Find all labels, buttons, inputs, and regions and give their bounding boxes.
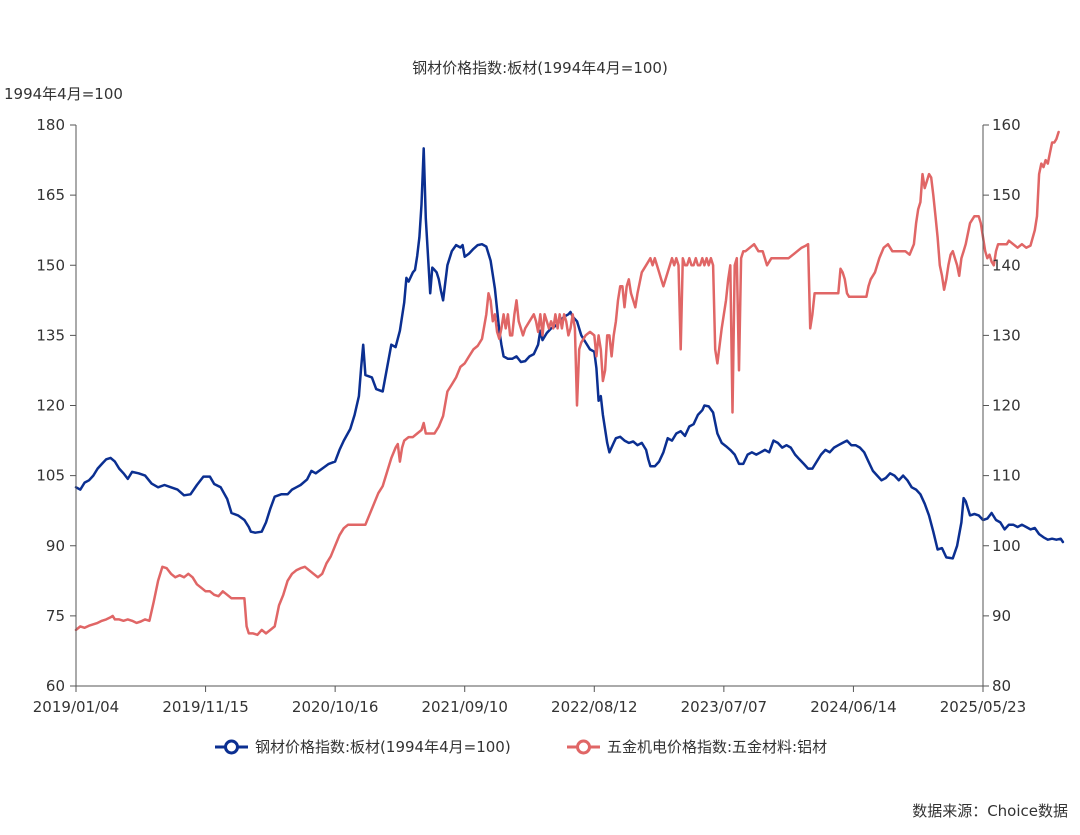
legend-item-1: 钢材价格指数:板材(1994年4月=100) [215, 738, 511, 756]
left-tick-label: 165 [36, 186, 65, 204]
series-line-2 [74, 130, 1060, 637]
legend-label-1: 钢材价格指数:板材(1994年4月=100) [255, 738, 511, 756]
left-tick-label: 120 [36, 397, 65, 415]
x-tick-label: 2023/07/07 [681, 698, 767, 716]
left-tick-label: 105 [36, 467, 65, 485]
left-axis-unit: 1994年4月=100 [4, 85, 123, 103]
x-tick-label: 2020/10/16 [292, 698, 378, 716]
left-tick-label: 180 [36, 116, 65, 134]
legend: 钢材价格指数:板材(1994年4月=100) 五金机电价格指数:五金材料:铝材 [215, 738, 827, 756]
x-tick-label: 2024/06/14 [810, 698, 896, 716]
x-tick-label: 2022/08/12 [551, 698, 637, 716]
right-tick-label: 160 [992, 116, 1021, 134]
right-tick-label: 140 [992, 256, 1021, 274]
x-tick-label: 2025/05/23 [940, 698, 1026, 716]
data-source-note: 数据来源：Choice数据 [912, 802, 1068, 820]
right-tick-label: 150 [992, 186, 1021, 204]
left-tick-label: 150 [36, 256, 65, 274]
legend-label-2: 五金机电价格指数:五金材料:铝材 [607, 738, 827, 756]
left-tick-label: 135 [36, 326, 65, 344]
x-tick-label: 2021/09/10 [421, 698, 507, 716]
x-tick-label: 2019/11/15 [162, 698, 248, 716]
left-tick-label: 75 [46, 607, 65, 625]
left-tick-label: 60 [46, 677, 65, 695]
right-tick-label: 90 [992, 607, 1011, 625]
series-line-1 [74, 147, 1065, 560]
chart-title: 钢材价格指数:板材(1994年4月=100) [412, 59, 668, 77]
right-tick-label: 120 [992, 397, 1021, 415]
x-axis-ticks: 2019/01/04 2019/11/15 2020/10/16 2021/09/10… [33, 686, 1026, 716]
right-tick-label: 80 [992, 677, 1011, 695]
left-axis-ticks: 60 75 90 105 120 135 150 165 180 [36, 116, 76, 695]
legend-item-2: 五金机电价格指数:五金材料:铝材 [567, 738, 827, 756]
series-layer [74, 130, 1065, 637]
right-tick-label: 110 [992, 467, 1021, 485]
right-tick-label: 130 [992, 326, 1021, 344]
left-tick-label: 90 [46, 537, 65, 555]
right-axis-ticks: 80 90 100 110 120 130 140 150 160 [983, 116, 1021, 695]
x-tick-label: 2019/01/04 [33, 698, 119, 716]
right-tick-label: 100 [992, 537, 1021, 555]
